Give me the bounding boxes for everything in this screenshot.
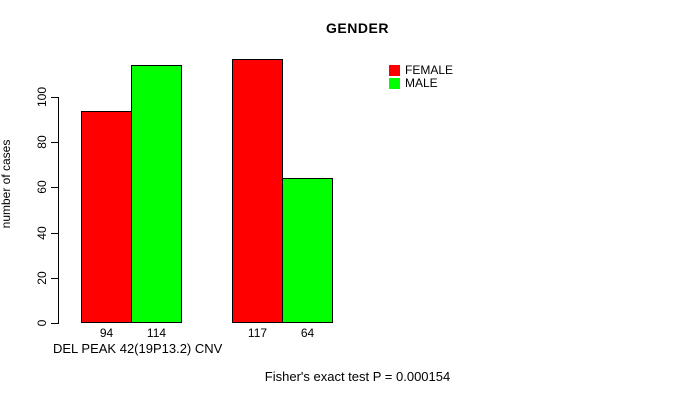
y-tick-label: 100 (35, 86, 49, 108)
legend-label: FEMALE (405, 63, 454, 77)
y-tick-mark (51, 97, 58, 98)
y-tick-mark (51, 142, 58, 144)
y-tick-label: 40 (35, 225, 49, 240)
legend-item-male: MALE (389, 77, 453, 90)
legend-item-female: FEMALE (389, 64, 453, 77)
legend: FEMALE MALE (389, 64, 453, 90)
y-tick-mark (51, 187, 58, 189)
legend-label: MALE (405, 76, 438, 90)
y-tick-mark (51, 323, 58, 324)
bar-value-label: 64 (300, 326, 315, 340)
y-tick-label: 0 (35, 319, 49, 327)
bar-value-label: 94 (99, 326, 114, 340)
annotation-text: Fisher's exact test P = 0.000154 (264, 369, 451, 384)
bar-female-group1 (81, 110, 132, 323)
x-axis-label: DEL PEAK 42(19P13.2) CNV (53, 341, 223, 356)
y-axis-label: number of cases (0, 139, 13, 229)
bar-value-label: 114 (146, 326, 167, 340)
legend-swatch-female (389, 65, 400, 76)
legend-swatch-male (389, 78, 400, 89)
y-tick-label: 60 (35, 180, 49, 195)
y-axis (58, 97, 59, 324)
bar-female-group2 (232, 58, 283, 323)
y-tick-mark (51, 232, 58, 234)
bar-male-group1 (131, 65, 182, 323)
y-tick-mark (51, 277, 58, 279)
y-tick-label: 80 (35, 135, 49, 149)
bar-value-label: 117 (247, 326, 268, 340)
bar-male-group2 (282, 178, 333, 323)
y-tick-label: 20 (35, 271, 49, 285)
chart-title: GENDER (326, 20, 389, 36)
